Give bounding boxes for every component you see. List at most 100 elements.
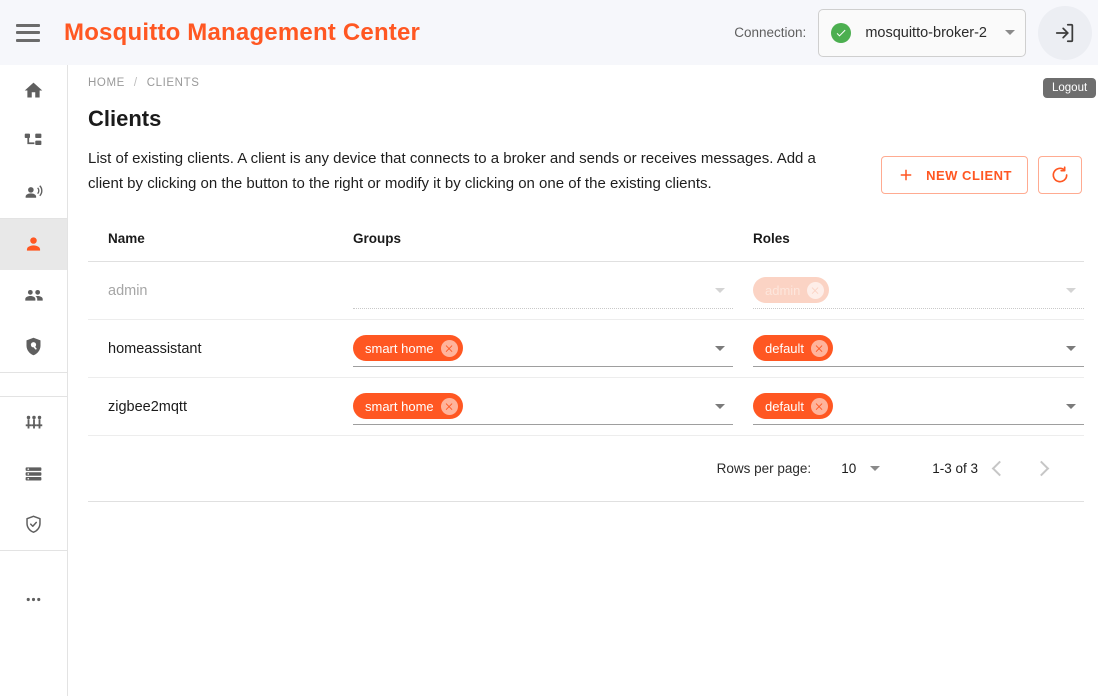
table-header-row: Name Groups Roles	[88, 231, 1084, 262]
sidebar	[0, 65, 68, 696]
cell-roles: default	[733, 319, 1084, 378]
sidebar-item-topology[interactable]	[0, 116, 67, 167]
breadcrumb-item-clients[interactable]: CLIENTS	[146, 77, 200, 89]
chevron-down-icon	[715, 288, 725, 293]
chevron-right-icon	[1033, 460, 1049, 477]
logout-button[interactable]	[1038, 5, 1092, 60]
table-row[interactable]: homeassistant smart home default	[88, 319, 1084, 378]
cell-name: homeassistant	[88, 319, 333, 378]
client-name: homeassistant	[108, 340, 202, 357]
app-title: Mosquitto Management Center	[64, 18, 421, 46]
person-icon	[26, 237, 41, 251]
sidebar-item-security[interactable]	[0, 499, 67, 550]
home-icon	[24, 82, 43, 98]
chevron-down-icon	[1005, 30, 1015, 35]
sidebar-item-groups[interactable]	[0, 270, 67, 321]
cell-name: admin	[88, 261, 333, 320]
record-voice-icon	[25, 185, 43, 198]
description-row: List of existing clients. A client is an…	[68, 146, 1098, 196]
previous-page-button[interactable]	[978, 448, 1020, 490]
breadcrumb-item-home[interactable]: HOME	[88, 77, 125, 89]
chip-label: smart home	[365, 340, 434, 356]
table-head: Name Groups Roles	[88, 231, 1084, 262]
more-horizontal-icon	[26, 597, 41, 602]
chevron-left-icon	[991, 460, 1007, 477]
logout-arrow-icon	[1055, 23, 1074, 42]
page-title: Clients	[88, 106, 162, 131]
refresh-button[interactable]	[1038, 156, 1082, 194]
check-circle-icon	[831, 22, 852, 43]
cell-name: zigbee2mqtt	[88, 377, 333, 436]
client-name: zigbee2mqtt	[108, 398, 187, 415]
groups-select[interactable]: smart home	[353, 331, 733, 367]
groups-select	[353, 273, 733, 309]
next-page-button[interactable]	[1020, 448, 1062, 490]
sidebar-item-topics[interactable]	[0, 448, 67, 499]
sidebar-divider-3	[0, 396, 67, 397]
top-app-bar: Mosquitto Management Center Connection: …	[0, 0, 1098, 65]
chip-label: default	[765, 398, 805, 414]
connection-label: Connection:	[734, 25, 807, 40]
chip[interactable]: default	[753, 393, 834, 419]
chevron-down-icon	[1066, 404, 1076, 409]
chip-label: admin	[765, 282, 801, 298]
close-icon[interactable]	[807, 281, 825, 299]
client-name: admin	[108, 282, 148, 299]
roles-select: admin	[753, 273, 1084, 309]
chevron-down-icon	[715, 404, 725, 409]
cell-roles: default	[733, 377, 1084, 436]
table-row[interactable]: admin admin	[88, 261, 1084, 320]
close-icon[interactable]	[440, 339, 458, 357]
chip[interactable]: admin	[753, 277, 830, 303]
breadcrumb: HOME / CLIENTS	[68, 65, 1098, 89]
sidebar-divider-2	[0, 372, 67, 373]
chip[interactable]: default	[753, 335, 834, 361]
breadcrumb-separator: /	[133, 77, 138, 89]
chevron-down-icon	[1066, 346, 1076, 351]
groups-select[interactable]: smart home	[353, 389, 733, 425]
sidebar-item-settings[interactable]	[0, 397, 67, 448]
cell-groups: smart home	[333, 319, 733, 378]
chip[interactable]: smart home	[353, 393, 463, 419]
new-client-label: NEW CLIENT	[926, 167, 1012, 183]
pagination: Rows per page: 10 1-3 of 3	[88, 436, 1084, 502]
new-client-button[interactable]: NEW CLIENT	[881, 156, 1028, 194]
close-icon[interactable]	[440, 397, 458, 415]
table-row[interactable]: zigbee2mqtt smart home default	[88, 377, 1084, 436]
topbar-right-group: Connection: mosquitto-broker-2	[734, 0, 1098, 65]
roles-select[interactable]: default	[753, 389, 1084, 425]
chip-label: smart home	[365, 398, 434, 414]
rows-per-page-value: 10	[841, 461, 857, 476]
cell-groups	[333, 261, 733, 320]
sidebar-item-clients[interactable]	[0, 219, 67, 270]
page-actions: NEW CLIENT	[881, 146, 1082, 194]
column-header-name: Name	[88, 231, 333, 262]
chip-label: default	[765, 340, 805, 356]
sidebar-divider-4	[0, 550, 67, 551]
group-icon	[24, 289, 43, 301]
connection-value: mosquitto-broker-2	[865, 24, 987, 41]
sidebar-item-inspect[interactable]	[0, 321, 67, 372]
sidebar-divider-1	[0, 218, 67, 219]
sidebar-item-home[interactable]	[0, 65, 67, 116]
hamburger-menu-icon[interactable]	[16, 23, 40, 42]
clients-table: Name Groups Roles admin admin homeassistan…	[88, 231, 1084, 436]
cell-roles: admin	[733, 261, 1084, 320]
close-icon[interactable]	[811, 397, 829, 415]
sidebar-spacer	[0, 373, 67, 396]
clients-table-wrap: Name Groups Roles admin admin homeassistan…	[88, 231, 1084, 502]
rows-per-page-label: Rows per page:	[716, 461, 812, 476]
sidebar-item-streams[interactable]	[0, 167, 67, 218]
sidebar-item-more[interactable]	[0, 574, 67, 625]
connection-select[interactable]: mosquitto-broker-2	[818, 8, 1026, 57]
roles-select[interactable]: default	[753, 331, 1084, 367]
shield-search-icon	[26, 337, 41, 356]
chevron-down-icon	[715, 346, 725, 351]
shield-check-icon	[26, 515, 41, 533]
column-header-groups: Groups	[333, 231, 733, 262]
close-icon[interactable]	[811, 339, 829, 357]
chip[interactable]: smart home	[353, 335, 463, 361]
rows-per-page-select[interactable]: 10	[841, 461, 881, 476]
logout-tooltip: Logout	[1043, 78, 1097, 98]
